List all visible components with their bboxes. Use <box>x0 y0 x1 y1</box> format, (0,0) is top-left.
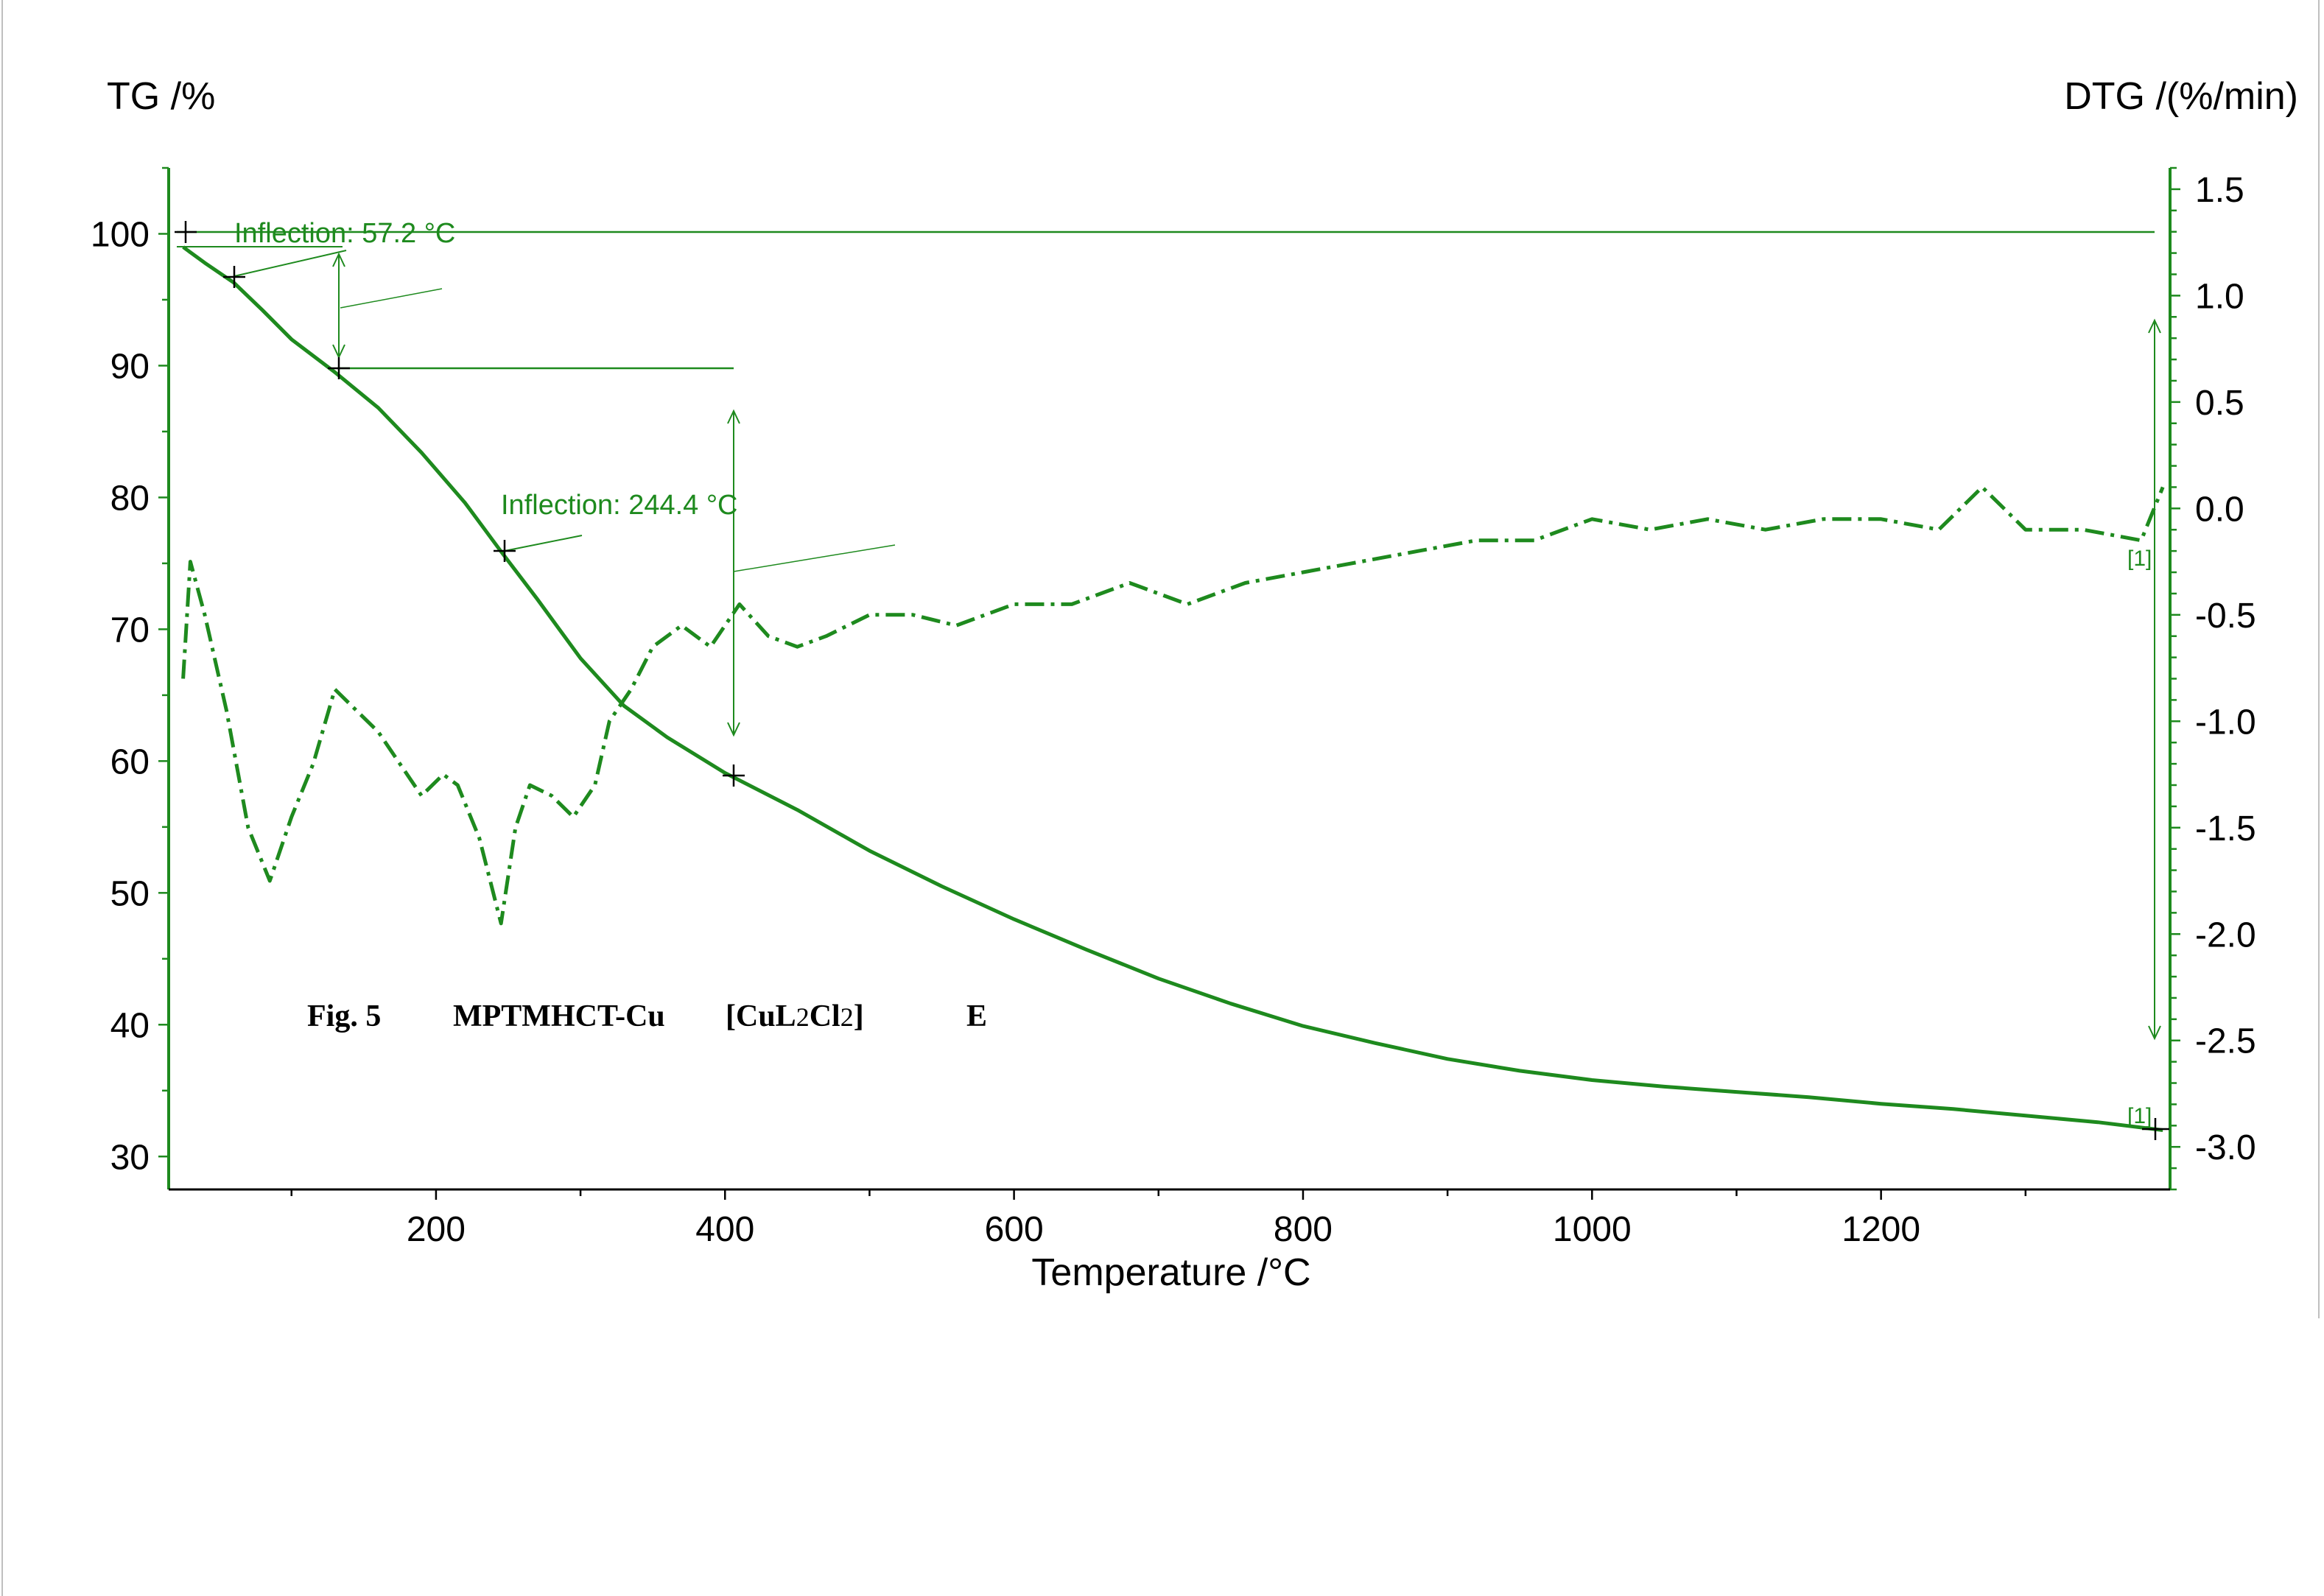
y-left-tick-label: 40 <box>110 1006 150 1045</box>
x-tick-label: 200 <box>407 1210 466 1249</box>
formula-open: [CuL <box>726 999 796 1033</box>
y-left-tick-label: 30 <box>110 1138 150 1177</box>
marker-onset <box>223 266 245 288</box>
tangent-line-3 <box>733 544 896 572</box>
x-axis-title: Temperature /°C <box>1031 1251 1310 1294</box>
tg-curve <box>182 245 2163 1132</box>
formula-close: ] <box>854 999 864 1033</box>
dtg-range-arrow-head-top <box>2148 318 2161 334</box>
y-left-tick-label: 80 <box>110 479 150 518</box>
tg-markers <box>175 221 2169 1140</box>
y-right-tick-label: -1.5 <box>2195 809 2256 848</box>
y-right-tick-label: 0.0 <box>2195 490 2244 529</box>
y-right-tick-label: -1.0 <box>2195 703 2256 742</box>
y-right-tick-label: 1.0 <box>2195 277 2244 316</box>
x-tick-label: 1000 <box>1553 1210 1632 1249</box>
x-tick-label: 600 <box>985 1210 1044 1249</box>
y-right-axis-title: DTG /(%/min) <box>2064 75 2298 118</box>
marker-end <box>2142 1118 2169 1140</box>
y-right-axis-ticks: 1.5 1.0 0.5 0.0 -0.5 -1.0 -1.5 -2.0 -2.5 -3.0 <box>2170 166 2256 1191</box>
x-tick-label: 400 <box>695 1210 754 1249</box>
inflection-leader-2 <box>504 535 583 552</box>
tangent-line-2 <box>340 288 443 309</box>
figure-number: Fig. 5 <box>307 999 381 1033</box>
y-right-tick-label: -3.0 <box>2195 1128 2256 1167</box>
y-right-tick-label: -2.5 <box>2195 1022 2256 1061</box>
y-left-tick-label: 50 <box>110 874 150 913</box>
curve-label-dtg: [1] <box>2127 546 2152 571</box>
compound-formula: [CuL2Cl2] <box>726 999 864 1033</box>
step-arrow-1-head-top <box>332 252 345 267</box>
y-left-tick-label: 60 <box>110 742 150 781</box>
y-left-axis-title: TG /% <box>107 75 215 118</box>
y-right-tick-label: -2.0 <box>2195 915 2256 955</box>
tangent-line-1 <box>234 250 347 277</box>
marker-step-2 <box>723 764 745 787</box>
step-arrow-2-head-top <box>727 409 740 424</box>
formula-mid: Cl <box>810 999 840 1033</box>
y-left-axis-ticks: 30 40 50 60 70 80 90 100 <box>91 166 169 1177</box>
curve-label-tg: [1] <box>2127 1104 2152 1128</box>
formula-sub-1: 2 <box>796 1002 810 1032</box>
x-axis-ticks: 200 400 600 800 1000 1200 <box>290 1189 2027 1249</box>
annotation-lines <box>177 231 2161 1041</box>
marker-step-1 <box>328 357 350 379</box>
x-tick-label: 800 <box>1274 1210 1333 1249</box>
formula-sub-2: 2 <box>840 1002 854 1032</box>
marker-start <box>175 221 197 243</box>
sample-letter: E <box>966 999 987 1033</box>
y-right-tick-label: 0.5 <box>2195 384 2244 423</box>
dtg-curve <box>181 485 2165 926</box>
y-right-tick-label: 1.5 <box>2195 171 2244 210</box>
dtg-range-arrow-head-bottom <box>2148 1025 2161 1041</box>
y-left-tick-label: 100 <box>91 215 150 254</box>
inflection-label-2: Inflection: 244.4 °C <box>501 490 738 521</box>
y-left-tick-label: 70 <box>110 611 150 650</box>
step-arrow-2-head-bottom <box>727 722 740 737</box>
y-left-tick-label: 90 <box>110 347 150 386</box>
x-tick-label: 1200 <box>1842 1210 1920 1249</box>
marker-inflection-2 <box>494 540 516 562</box>
compound-name: MPTMHCT-Cu <box>453 999 665 1033</box>
inflection-label-1: Inflection: 57.2 °C <box>234 218 455 249</box>
y-right-tick-label: -0.5 <box>2195 597 2256 636</box>
